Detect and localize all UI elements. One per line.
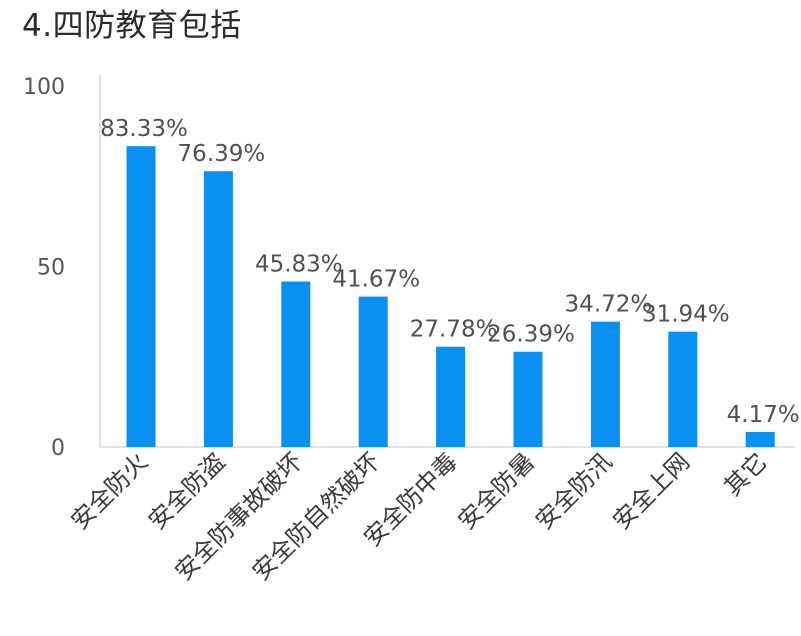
bar [126,146,156,447]
bar [668,331,698,447]
x-category-label: 安全上网 [607,447,695,535]
y-tick-label: 0 [51,436,65,461]
bar [203,171,233,447]
x-category-label: 其它 [719,447,773,501]
data-label: 26.39% [487,322,575,348]
chart-title: 4.四防教育包括 [22,8,242,44]
y-tick-label: 100 [23,75,65,100]
x-category-label: 安全防暑 [453,447,541,535]
data-label: 34.72% [565,292,653,318]
data-label: 31.94% [642,302,730,328]
bar [358,296,388,447]
bar [745,431,775,447]
y-tick-label: 50 [37,256,65,281]
bar [590,321,620,447]
bar [436,346,466,447]
x-category-label: 安全防汛 [530,447,618,535]
x-category-label: 安全防火 [66,447,154,535]
data-label: 83.33% [100,116,188,142]
bar [281,281,311,447]
data-label: 27.78% [410,317,498,343]
data-label: 4.17% [727,402,800,428]
bar [513,351,543,447]
data-label: 76.39% [178,141,266,167]
data-label: 45.83% [255,252,343,278]
data-label: 41.67% [332,267,420,293]
